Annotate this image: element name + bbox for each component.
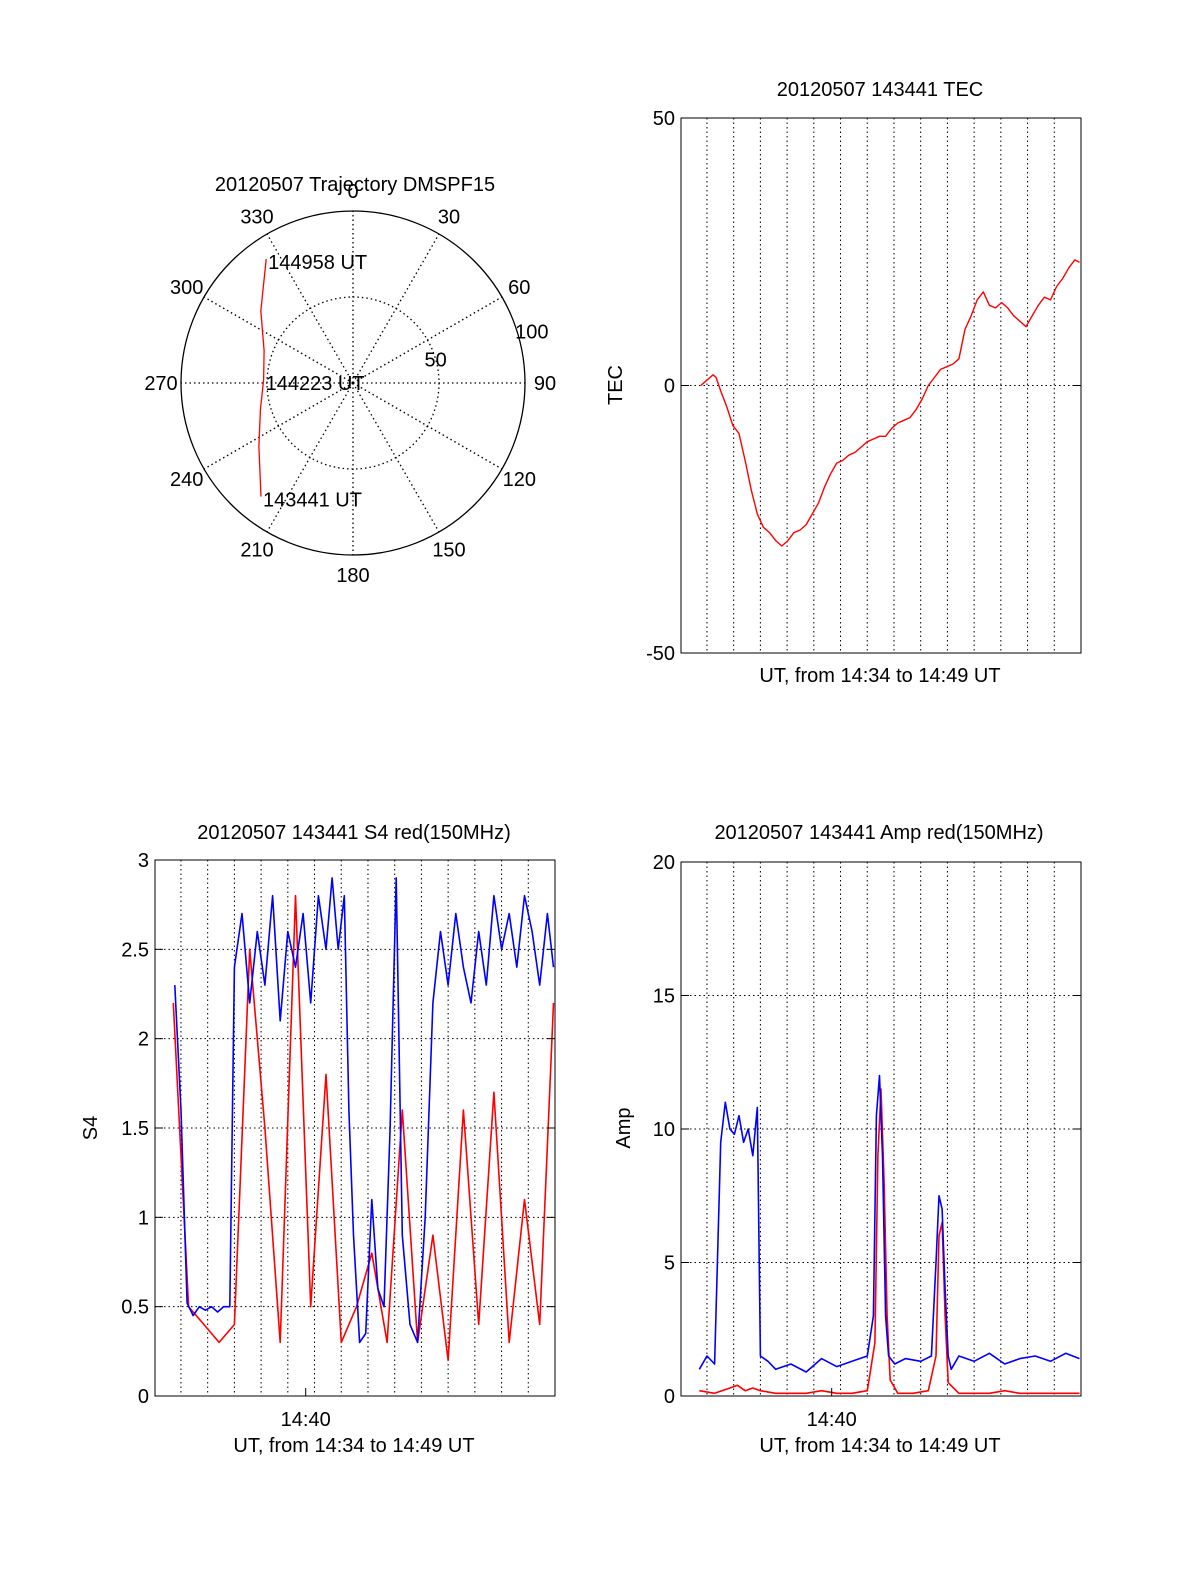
polar-angle-label: 180 — [336, 565, 369, 587]
polar-spoke — [352, 382, 440, 533]
polar-angle-label: 90 — [534, 373, 556, 395]
amp-xlabel: UT, from 14:34 to 14:49 UT — [759, 1435, 1000, 1457]
amp-ylabel: Amp — [613, 1107, 635, 1148]
polar-spoke — [352, 296, 503, 384]
polar-outer-circle — [180, 210, 526, 556]
s4-xlabel: UT, from 14:34 to 14:49 UT — [233, 1435, 474, 1457]
s4-grid — [155, 860, 555, 1396]
polar-grid — [180, 210, 526, 556]
y-tick-label: 20 — [653, 852, 675, 874]
amp-grid — [681, 862, 1081, 1396]
y-tick-label: 1 — [138, 1207, 149, 1229]
tec-xlabel: UT, from 14:34 to 14:49 UT — [759, 665, 1000, 687]
y-tick-label: 0 — [664, 376, 675, 398]
y-tick-label: 50 — [653, 108, 675, 130]
polar-angle-label: 300 — [170, 277, 203, 299]
series-line-blue — [174, 877, 555, 1344]
polar-angle-label: 150 — [432, 539, 465, 561]
series-line-main — [700, 259, 1080, 547]
polar-radial-label: 50 — [425, 349, 447, 371]
series-line-blue — [698, 1074, 1080, 1373]
polar-spoke — [203, 382, 354, 470]
amp-panel: 20120507 143441 Amp red(150MHz) 0 5 10 15 20… — [613, 822, 1082, 1457]
polar-angle-label: 30 — [438, 207, 460, 229]
y-tick-label: 2.5 — [121, 939, 149, 961]
polar-angle-label: 120 — [503, 469, 536, 491]
trajectory-annotation: 143441 UT — [263, 490, 362, 512]
polar-radial-labels: 50 100 — [425, 322, 549, 372]
y-tick-label: -50 — [646, 643, 675, 665]
s4-panel: 20120507 143441 S4 red(150MHz) 0 0.5 1 1.5 2… — [80, 822, 556, 1457]
polar-angle-label: 240 — [170, 469, 203, 491]
series-line-red — [172, 894, 555, 1362]
polar-angle-label: 0 — [347, 181, 358, 203]
polar-spoke — [203, 296, 354, 384]
trajectory-polar-panel: 20120507 Trajectory DMSPF15 0 30 60 90 120 15… — [144, 174, 556, 587]
y-tick-label: 5 — [664, 1253, 675, 1275]
tec-ylabel: TEC — [605, 365, 627, 405]
polar-angle-label: 270 — [144, 373, 177, 395]
polar-angle-labels: 0 30 60 90 120 150 180 210 240 270 300 330 — [144, 181, 556, 587]
amp-title: 20120507 143441 Amp red(150MHz) — [714, 822, 1043, 844]
tec-y-ticks: -50 0 50 — [646, 108, 1081, 665]
y-tick-label: 2 — [138, 1029, 149, 1051]
y-tick-label: 3 — [138, 850, 149, 872]
polar-angle-label: 60 — [508, 277, 530, 299]
x-tick-label: 14:40 — [807, 1409, 857, 1431]
y-tick-label: 1.5 — [121, 1118, 149, 1140]
trajectory-track — [258, 258, 267, 497]
polar-spoke — [352, 382, 503, 470]
polar-spoke — [352, 233, 440, 384]
x-tick-label: 14:40 — [281, 1409, 331, 1431]
y-tick-label: 10 — [653, 1119, 675, 1141]
series-line-red — [699, 1088, 1080, 1395]
trajectory-title: 20120507 Trajectory DMSPF15 — [215, 174, 495, 196]
s4-ticks: 0 0.5 1 1.5 2 2.5 3 14:40 — [121, 850, 555, 1431]
y-tick-label: 0 — [138, 1386, 149, 1408]
tec-title: 20120507 143441 TEC — [777, 79, 983, 101]
polar-angle-label: 330 — [240, 207, 273, 229]
trajectory-annotations: 144958 UT 144223 UT 143441 UT — [263, 252, 367, 512]
amp-series — [698, 1074, 1080, 1395]
trajectory-annotation: 144958 UT — [268, 252, 367, 274]
tec-panel: 20120507 143441 TEC -50 0 50 UT, from 14:3… — [605, 79, 1082, 687]
trajectory-annotation: 144223 UT — [266, 373, 365, 395]
s4-series — [172, 877, 555, 1362]
amp-ticks: 0 5 10 15 20 14:40 — [653, 852, 1081, 1431]
polar-spoke — [266, 382, 354, 533]
polar-radial-label: 100 — [515, 322, 548, 344]
tec-series — [700, 259, 1080, 547]
s4-title: 20120507 143441 S4 red(150MHz) — [197, 822, 511, 844]
polar-spoke — [266, 233, 354, 384]
s4-ylabel: S4 — [80, 1116, 102, 1140]
y-tick-label: 15 — [653, 986, 675, 1008]
polar-angle-label: 210 — [240, 539, 273, 561]
y-tick-label: 0 — [664, 1386, 675, 1408]
trajectory-line — [258, 258, 267, 497]
y-tick-label: 0.5 — [121, 1297, 149, 1319]
tec-grid — [681, 118, 1081, 653]
